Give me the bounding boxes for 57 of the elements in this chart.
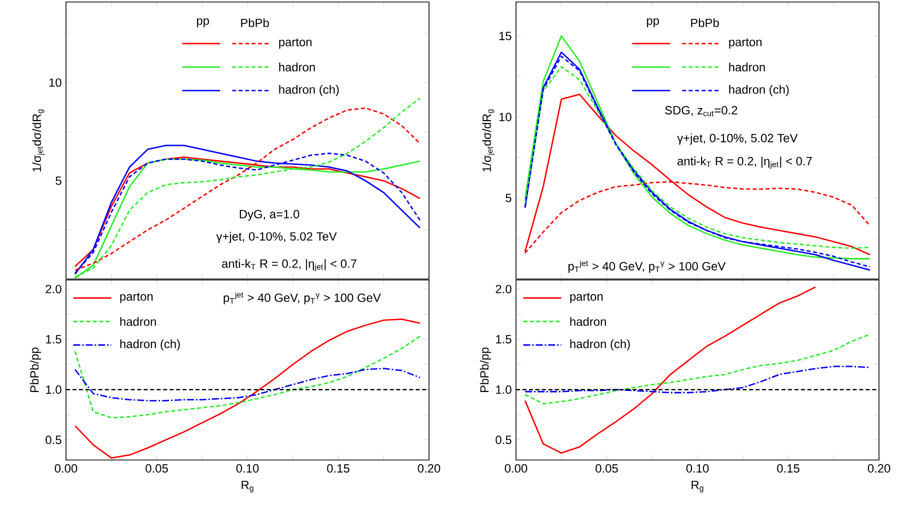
x-axis-title: R$_{g}$ — [692, 480, 704, 492]
x-tick-label: 0.05 — [596, 464, 618, 473]
y-axis-title: 1/σ$_{jet}$dσ/dR$_{g}$ — [32, 110, 44, 172]
annotation: DyG, a=1.0 — [240, 210, 300, 221]
x-tick-label: 0.00 — [54, 464, 78, 473]
legend-label: hadron — [729, 62, 765, 72]
y-tick-label: 1.0 — [496, 385, 512, 394]
annotation: γ+jet, 0-10%, 5.02 TeV — [677, 134, 798, 145]
annotation: anti-k$_{T}$ R = 0.2, |η$_{jet}$| < 0.7 — [677, 156, 812, 169]
y-tick-label: 0.5 — [496, 436, 512, 444]
legend-label: hadron — [279, 62, 315, 72]
y-tick-label: 10 — [49, 78, 62, 87]
y-tick-label: 2.0 — [496, 284, 512, 294]
annotation: p$_{T}$$^{jet}$ > 40 GeV, p$_{T}$$^{γ}$ > 100 GeV — [224, 292, 381, 304]
x-tick-label: 0.15 — [327, 464, 350, 473]
legend-label: hadron — [570, 317, 606, 326]
y-axis-title: PbPb/pp — [30, 348, 42, 392]
line-series — [524, 334, 871, 404]
y-tick-label: 1.5 — [496, 335, 512, 344]
legend-label: parton — [570, 292, 603, 304]
annotation: γ+jet, 0-10%, 5.02 TeV — [216, 232, 337, 244]
y-tick-label: 2.0 — [46, 284, 62, 294]
x-tick-label: 0.05 — [146, 464, 168, 473]
legend-label: hadron (ch) — [279, 84, 339, 96]
annotation: anti-k$_{T}$ R = 0.2, |η$_{jet}$| < 0.7 — [222, 259, 356, 272]
line-series — [524, 286, 816, 454]
annotation: pp — [196, 18, 209, 28]
annotation: pp — [646, 18, 659, 28]
annotation: p$_{T}$$^{jet}$ > 40 GeV, p$_{T}$$^{γ}$ > 100 GeV — [568, 260, 726, 273]
annotation: PbPb — [691, 18, 719, 28]
line-series — [74, 318, 421, 459]
y-axis-title: 1/σ$_{jet}$dσ/dR$_{g}$ — [482, 110, 494, 172]
y-tick-label: 15 — [499, 32, 512, 40]
x-tick-label: 0.15 — [777, 464, 800, 473]
y-axis-title: PbPb/pp — [480, 348, 492, 392]
y-tick-label: 5 — [56, 176, 62, 185]
x-axis-title: R$_{g}$ — [242, 480, 254, 492]
y-tick-label: 1.5 — [46, 335, 62, 344]
legend-label: parton — [279, 38, 312, 49]
x-tick-label: 0.10 — [236, 464, 259, 473]
line-series — [74, 368, 421, 402]
legend-label: hadron — [120, 317, 156, 326]
legend-label: parton — [120, 292, 153, 304]
legend-label: hadron (ch) — [729, 84, 789, 96]
x-tick-label: 0.20 — [868, 464, 890, 473]
x-tick-label: 0.20 — [418, 464, 440, 473]
legend-label: hadron (ch) — [120, 339, 180, 351]
annotation: SDG, z$_{cut}$=0.2 — [665, 106, 738, 116]
y-tick-label: 10 — [499, 112, 512, 122]
y-tick-label: 0.5 — [46, 436, 62, 444]
x-tick-label: 0.10 — [686, 464, 709, 473]
legend-label: hadron (ch) — [570, 339, 630, 351]
annotation: PbPb — [241, 18, 269, 28]
y-tick-label: 1.0 — [46, 385, 62, 394]
y-tick-label: 5 — [506, 194, 512, 202]
x-tick-label: 0.00 — [504, 464, 528, 473]
legend-label: parton — [729, 38, 762, 49]
